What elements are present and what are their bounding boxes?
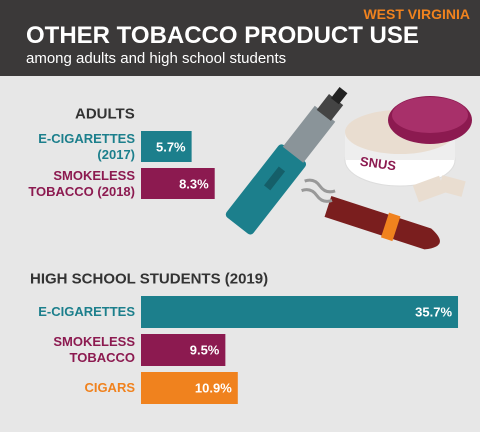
category-label: E-CIGARETTES: [38, 304, 135, 319]
category-label: E-CIGARETTES (2017): [38, 130, 135, 162]
value-label: 9.5%: [189, 342, 220, 358]
bar: [141, 296, 459, 328]
snus-illustration: [344, 96, 472, 203]
title: OTHER TOBACCO PRODUCT USE: [26, 22, 419, 49]
category-label: SMOKELESS TOBACCO: [53, 334, 135, 365]
value-label: 10.9%: [194, 380, 232, 396]
header-band: [0, 0, 480, 76]
bar: [141, 168, 215, 199]
category-label: SMOKELESS TOBACCO (2018): [28, 167, 135, 199]
group-title: ADULTS: [75, 105, 135, 123]
group-title: HIGH SCHOOL STUDENTS (2019): [30, 270, 269, 288]
subtitle: among adults and high school students: [26, 50, 287, 67]
vape-illustration: [225, 87, 348, 235]
value-label: 5.7%: [155, 139, 186, 154]
cigar-illustration: [301, 178, 440, 250]
value-label: 8.3%: [179, 176, 209, 191]
category-label: CIGARS: [84, 380, 135, 395]
bar: [141, 131, 192, 162]
region: WEST VIRGINIA: [363, 6, 470, 22]
bar: [141, 334, 226, 366]
bar: [141, 372, 238, 404]
value-label: 35.7%: [415, 304, 453, 320]
